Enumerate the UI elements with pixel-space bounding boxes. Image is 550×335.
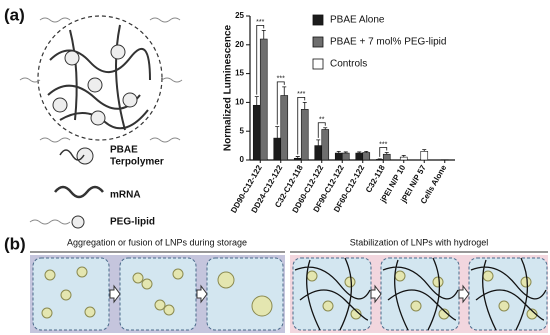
significance-label: *** [297,91,305,98]
panel-label: (a) [4,5,25,24]
y-axis-label: Normalized Luminescence [223,24,234,151]
y-tick-label: 0 [240,155,245,164]
error-bar [316,139,321,146]
legend-swatch [312,36,324,48]
bar [362,152,371,161]
storage-diagram [30,255,548,333]
panel-caption: Aggregation or fusion of LNPs during sto… [67,237,247,247]
significance-bracket [317,122,326,138]
panel-caption: Stabilization of LNPs with hydrogel [350,237,489,247]
bar [420,151,429,161]
error-bar [343,151,348,154]
lnp-schematic [19,15,183,229]
error-bar [302,102,307,110]
legend-label: Controls [330,59,367,70]
error-bar [282,86,287,96]
significance-bracket [276,81,285,125]
error-bar [323,127,328,130]
bar [399,156,408,161]
schematic-label: mRNA [110,190,141,201]
error-bar [275,126,280,139]
error-bar [364,150,369,153]
y-tick-label: 15 [235,69,244,78]
error-bar [377,158,382,160]
bar [259,38,268,161]
significance-bracket [256,25,265,95]
schematic-label: PEG-lipid [110,217,155,228]
bar [355,152,364,161]
significance-label: *** [277,76,285,83]
bar [321,129,330,161]
bar [382,153,391,161]
legend-label: PBAE Alone [330,15,385,26]
y-tick-label: 25 [235,11,244,20]
bar [273,137,282,161]
legend-label: PBAE + 7 mol% PEG-lipid [330,37,446,48]
error-bar [384,152,389,155]
significance-label: *** [379,141,387,148]
error-bar [357,151,362,154]
bar [280,95,289,161]
bar [334,152,343,161]
error-bar [295,156,300,159]
error-bar [254,96,259,106]
schematic-label: Terpolymer [110,157,164,168]
significance-label: *** [256,19,264,26]
error-bar [401,154,406,158]
error-bar [261,30,266,40]
bar [440,159,449,161]
panel-label: (b) [4,234,26,253]
error-bar [422,149,427,152]
significance-bracket [297,97,306,155]
legend-swatch [312,14,324,26]
significance-label: ** [319,117,325,124]
bar [314,145,323,161]
bar [341,152,350,161]
y-tick-label: 10 [235,98,244,107]
bar [300,109,309,161]
error-bar [336,150,341,154]
significance-bracket [379,147,388,157]
legend-swatch [312,58,324,70]
bar [293,157,302,161]
y-tick-label: 20 [235,40,244,49]
bar [252,104,261,161]
schematic-label: PBAE [110,145,138,156]
bar [375,159,384,161]
y-tick-label: 5 [240,126,245,135]
